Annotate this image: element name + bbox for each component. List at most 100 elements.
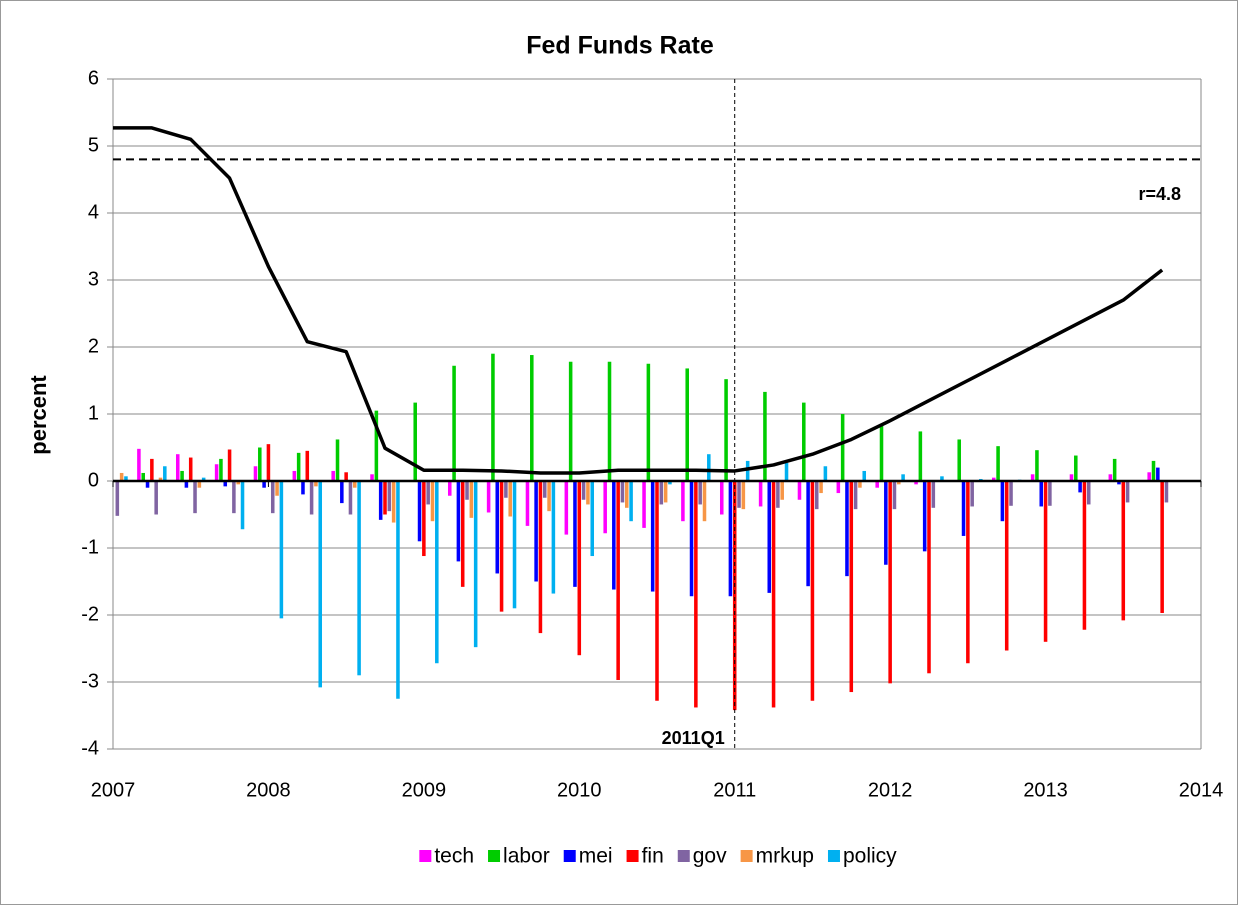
y-tick-label: 6 — [88, 67, 99, 89]
bar — [875, 481, 879, 488]
bar — [732, 481, 737, 711]
y-tick-label: -4 — [81, 737, 99, 759]
bar — [879, 424, 884, 481]
bar — [469, 481, 474, 518]
legend-label: gov — [693, 845, 727, 868]
bar — [422, 481, 426, 557]
bar — [292, 470, 297, 481]
bar — [1074, 455, 1078, 481]
bar — [193, 481, 197, 514]
bar — [931, 481, 936, 508]
bar — [491, 353, 495, 481]
bar — [396, 481, 400, 699]
bar — [922, 481, 927, 552]
legend-label: tech — [434, 845, 474, 868]
bar — [124, 476, 128, 481]
bar — [961, 481, 966, 536]
bar — [616, 481, 620, 680]
bar — [845, 481, 849, 577]
bar — [745, 460, 750, 481]
x-tick-label: 2013 — [1023, 779, 1068, 801]
bar — [650, 481, 655, 592]
y-tick-label: 3 — [88, 268, 99, 290]
bar — [465, 481, 469, 500]
bar — [802, 402, 806, 481]
bar — [991, 477, 996, 481]
bar — [318, 481, 323, 688]
bar — [348, 481, 353, 515]
bar — [737, 481, 741, 508]
bar — [383, 481, 387, 515]
bar — [447, 481, 452, 496]
bar — [340, 481, 344, 504]
bar — [577, 481, 582, 656]
bar — [542, 481, 547, 498]
bar — [430, 481, 435, 522]
chart-title: Fed Funds Rate — [526, 32, 714, 60]
bar — [534, 481, 538, 582]
bar — [331, 470, 335, 481]
bar — [888, 481, 892, 684]
bar — [724, 379, 728, 481]
bar — [784, 462, 789, 481]
bar — [1069, 474, 1074, 481]
bar — [914, 481, 918, 485]
bar — [655, 481, 659, 701]
bar — [387, 481, 392, 512]
bar — [840, 414, 845, 481]
bar — [884, 481, 888, 565]
bar — [357, 481, 361, 676]
bar — [659, 481, 664, 505]
bar — [547, 481, 551, 512]
line-series — [113, 126, 1164, 475]
bar — [452, 365, 456, 481]
bar — [996, 446, 1000, 481]
bar — [689, 481, 694, 597]
bar — [219, 458, 223, 481]
bar — [1048, 481, 1052, 506]
bar — [1125, 481, 1130, 503]
bar — [137, 448, 141, 481]
x-tick-label: 2011 — [713, 779, 756, 801]
bar — [504, 481, 508, 498]
bar — [853, 481, 858, 510]
bar — [776, 481, 780, 508]
bar — [1082, 481, 1087, 630]
bar — [702, 481, 707, 522]
bar — [258, 447, 262, 481]
x-tick-label: 2007 — [91, 779, 136, 801]
bar — [1004, 481, 1009, 651]
bar — [1078, 481, 1082, 493]
bar — [858, 481, 862, 488]
x-tick-label: 2010 — [557, 779, 602, 801]
bar — [413, 402, 417, 481]
bar — [335, 439, 340, 481]
bar — [530, 355, 534, 481]
bar — [314, 481, 318, 487]
bar — [1030, 474, 1035, 481]
bar — [823, 466, 828, 481]
bar — [154, 481, 158, 515]
bar — [862, 470, 867, 481]
bar — [590, 481, 595, 557]
legend: tech labor mei fin gov mrkup policy — [419, 845, 897, 868]
bar — [538, 481, 543, 634]
bar — [927, 481, 931, 674]
bar — [564, 481, 569, 535]
bar — [568, 361, 573, 481]
bar — [685, 368, 689, 481]
x-tick-label: 2012 — [868, 779, 913, 801]
bar — [797, 481, 802, 500]
bar — [586, 481, 590, 505]
legend-swatch — [626, 850, 639, 862]
bar — [897, 481, 901, 485]
bar — [819, 481, 823, 494]
bar — [456, 481, 461, 562]
legend-swatch — [488, 850, 501, 862]
bar — [1164, 481, 1169, 503]
bar — [353, 481, 357, 488]
legend-label: labor — [503, 845, 550, 868]
bar — [301, 481, 305, 495]
bar — [1160, 481, 1164, 613]
bar — [780, 481, 784, 500]
